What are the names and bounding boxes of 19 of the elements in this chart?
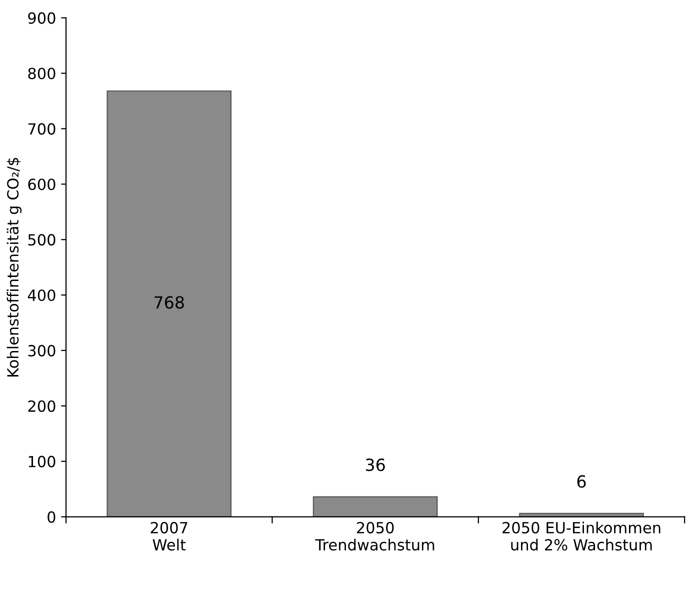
bar — [106, 90, 232, 517]
y-tick-label: 200 — [28, 400, 56, 412]
y-tick-label: 900 — [28, 12, 56, 24]
y-tick-label: 100 — [28, 456, 56, 468]
data-label: 768 — [154, 296, 184, 309]
y-axis-title: Kohlenstoffintensität g CO₂/$ — [6, 158, 22, 376]
y-tick-label: 800 — [28, 68, 56, 80]
x-tick-label: 2050 EU-Einkommen und 2% Wachstum — [502, 522, 660, 551]
y-tick-label: 0 — [48, 511, 56, 523]
y-tick-label: 300 — [28, 344, 56, 356]
x-tick-label: 2050 Trendwachstum — [315, 522, 434, 551]
bar — [312, 496, 438, 517]
y-tick-label: 400 — [28, 289, 56, 302]
x-tick-label: 2007 Welt — [150, 522, 188, 551]
data-label: 6 — [577, 475, 586, 488]
y-tick-label: 700 — [28, 123, 56, 135]
y-tick-label: 500 — [28, 234, 56, 246]
y-tick-label: 600 — [28, 178, 56, 190]
data-label: 36 — [366, 458, 385, 472]
